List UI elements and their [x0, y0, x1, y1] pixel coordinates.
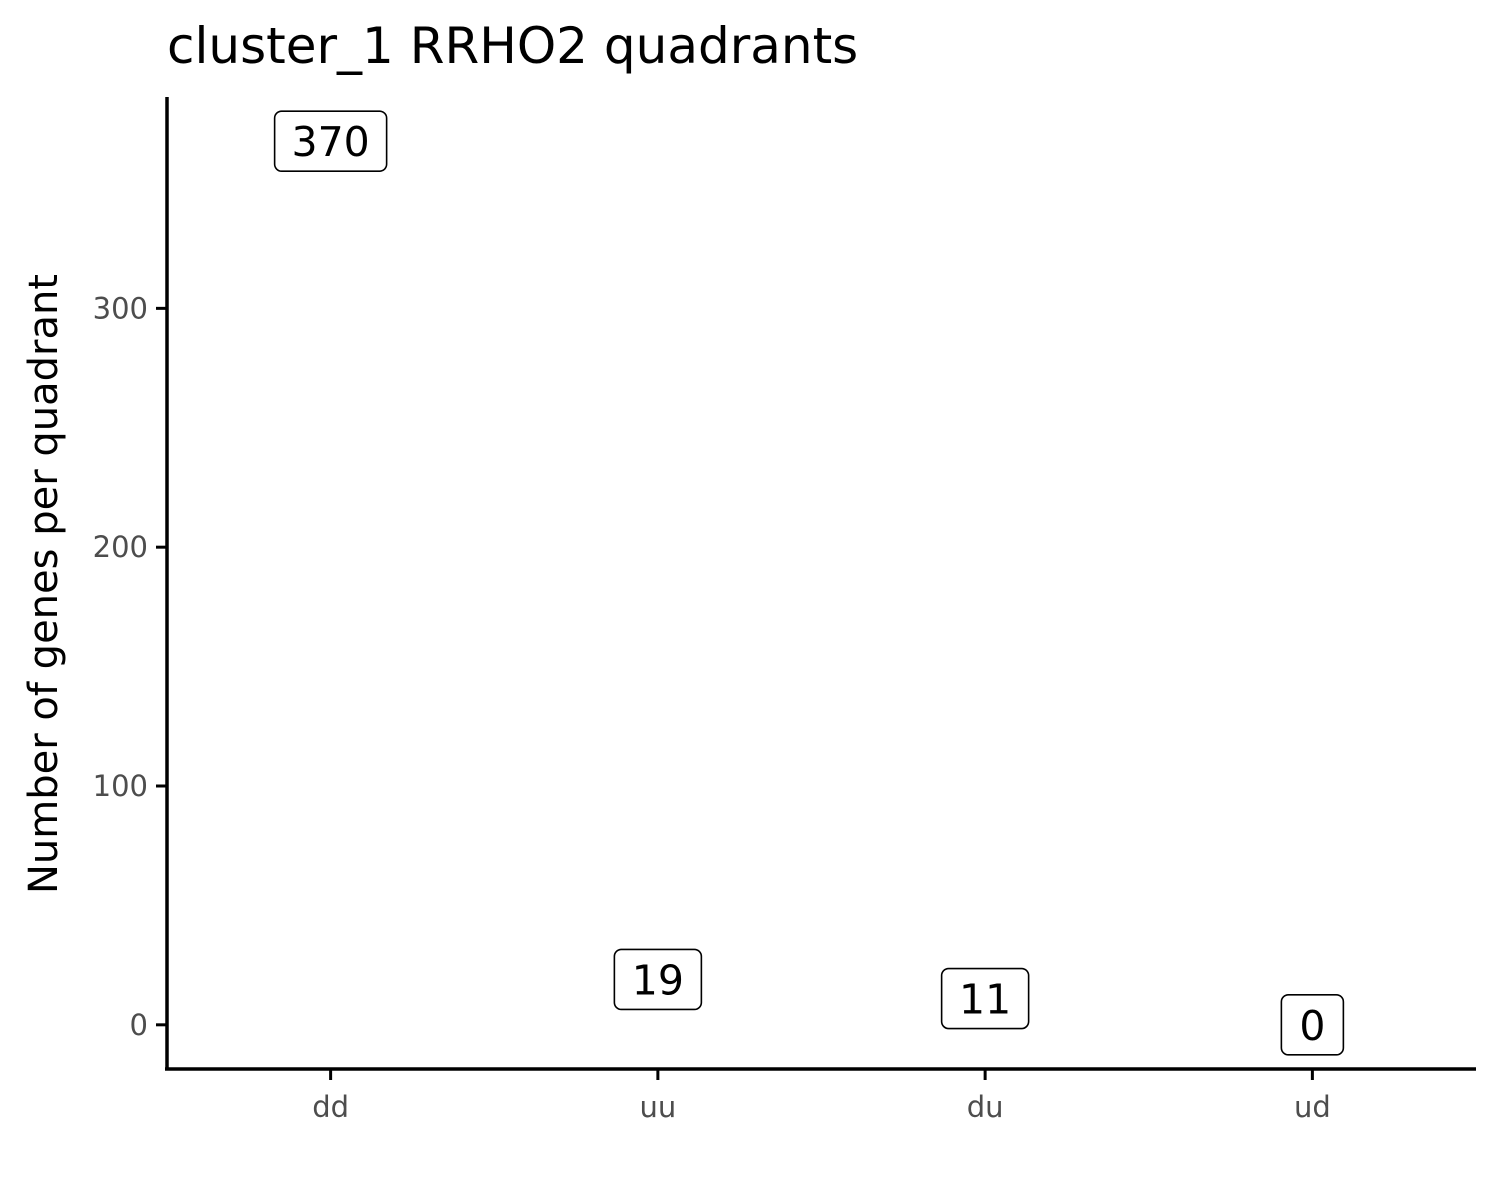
data-label-box	[613, 948, 703, 1011]
y-tick-label: 100	[93, 769, 148, 803]
data-label: 0	[1299, 1002, 1325, 1050]
data-label: 11	[959, 976, 1011, 1024]
data-label-box	[940, 967, 1030, 1030]
x-tick-label: uu	[639, 1090, 676, 1124]
data-label: 19	[632, 956, 684, 1004]
y-tick-label: 0	[130, 1008, 148, 1042]
data-label-box	[1280, 994, 1345, 1056]
plot-area: 0 100 200 300 dd uu du ud 370 19 11 0	[93, 97, 1476, 1124]
x-tick-label: dd	[312, 1090, 349, 1124]
data-label-box	[273, 110, 388, 172]
y-tick-label: 200	[93, 530, 148, 564]
x-tick-label: du	[967, 1090, 1004, 1124]
chart-title: cluster_1 RRHO2 quadrants	[167, 17, 858, 75]
y-tick-label: 300	[93, 291, 148, 325]
x-tick-label: ud	[1294, 1090, 1331, 1124]
y-axis-title: Number of genes per quadrant	[21, 274, 67, 894]
data-label: 370	[291, 118, 369, 166]
